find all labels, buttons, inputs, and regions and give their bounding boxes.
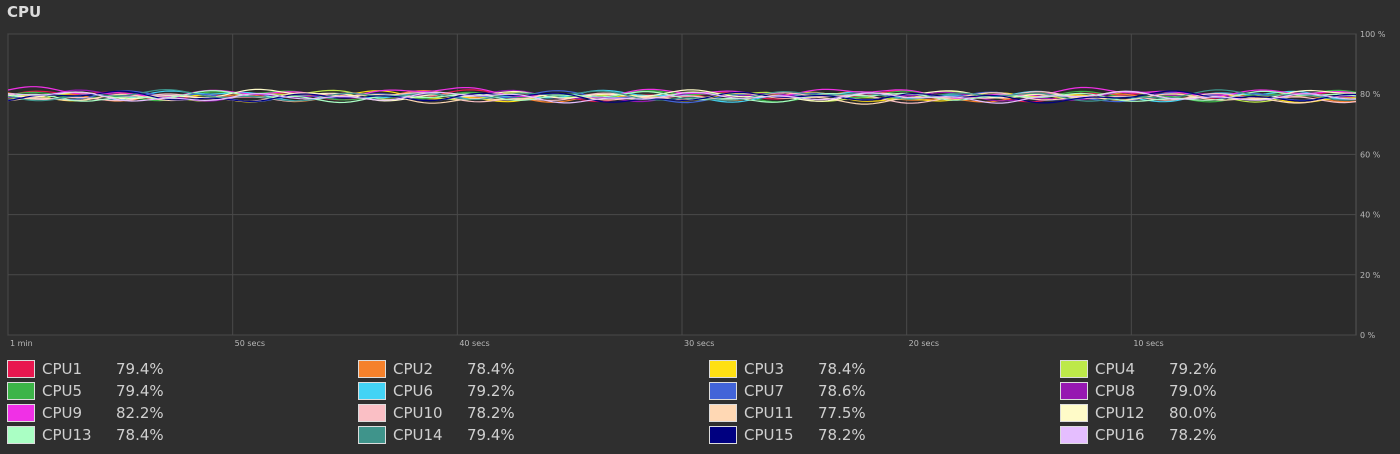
legend-cpu-name: CPU15: [744, 426, 794, 444]
series-line-cpu7: [7, 90, 1357, 104]
legend-cpu-name: CPU5: [42, 382, 83, 400]
legend-cpu-value: 78.2%: [818, 426, 866, 444]
cpu-history-chart: 100 % 80 % 60 % 40 % 20 % 0 % 1 min 50 secs 40 s…: [7, 30, 1386, 348]
legend-item-cpu13[interactable]: CPU13 78.4%: [7, 424, 164, 446]
legend-item-cpu7[interactable]: CPU7 78.6%: [709, 380, 866, 402]
legend-item-cpu9[interactable]: CPU9 82.2%: [7, 402, 164, 424]
color-swatch[interactable]: [358, 404, 386, 422]
y-tick-label: 60 %: [1360, 150, 1381, 159]
x-tick-label: 50 secs: [235, 339, 265, 348]
x-tick-label: 40 secs: [459, 339, 489, 348]
legend-cpu-value: 77.5%: [818, 404, 866, 422]
legend-cpu-name: CPU12: [1095, 404, 1145, 422]
legend-item-cpu8[interactable]: CPU8 79.0%: [1060, 380, 1217, 402]
legend-cpu-value: 78.4%: [818, 360, 866, 378]
legend-cpu-value: 78.4%: [116, 426, 164, 444]
color-swatch[interactable]: [709, 382, 737, 400]
legend-item-cpu14[interactable]: CPU14 79.4%: [358, 424, 515, 446]
legend-cpu-name: CPU7: [744, 382, 785, 400]
x-tick-label: 10 secs: [1133, 339, 1163, 348]
legend-cpu-name: CPU13: [42, 426, 92, 444]
grid-lines: [7, 33, 1356, 336]
color-swatch[interactable]: [1060, 426, 1088, 444]
x-tick-label: 20 secs: [909, 339, 939, 348]
y-tick-label: 100 %: [1360, 30, 1386, 39]
color-swatch[interactable]: [7, 404, 35, 422]
color-swatch[interactable]: [7, 360, 35, 378]
legend-item-cpu3[interactable]: CPU3 78.4%: [709, 358, 866, 380]
y-tick-label: 40 %: [1360, 211, 1381, 220]
legend-cpu-name: CPU8: [1095, 382, 1136, 400]
color-swatch[interactable]: [358, 360, 386, 378]
legend-item-cpu16[interactable]: CPU16 78.2%: [1060, 424, 1217, 446]
color-swatch[interactable]: [7, 426, 35, 444]
legend-item-cpu1[interactable]: CPU1 79.4%: [7, 358, 164, 380]
color-swatch[interactable]: [358, 382, 386, 400]
legend-cpu-name: CPU3: [744, 360, 785, 378]
legend-cpu-value: 82.2%: [116, 404, 164, 422]
legend-cpu-value: 79.4%: [467, 426, 515, 444]
color-swatch[interactable]: [709, 404, 737, 422]
legend-item-cpu12[interactable]: CPU12 80.0%: [1060, 402, 1217, 424]
legend-cpu-value: 78.6%: [818, 382, 866, 400]
legend-item-cpu5[interactable]: CPU5 79.4%: [7, 380, 164, 402]
legend-cpu-name: CPU6: [393, 382, 434, 400]
legend-item-cpu6[interactable]: CPU6 79.2%: [358, 380, 515, 402]
y-tick-label: 20 %: [1360, 271, 1381, 280]
x-tick-label: 30 secs: [684, 339, 714, 348]
series-line-cpu16: [7, 90, 1356, 104]
legend-item-cpu11[interactable]: CPU11 77.5%: [709, 402, 866, 424]
legend-item-cpu15[interactable]: CPU15 78.2%: [709, 424, 866, 446]
color-swatch[interactable]: [1060, 360, 1088, 378]
legend-cpu-value: 79.2%: [1169, 360, 1217, 378]
color-swatch[interactable]: [1060, 404, 1088, 422]
legend-cpu-name: CPU16: [1095, 426, 1145, 444]
legend-cpu-value: 79.4%: [116, 360, 164, 378]
legend-cpu-name: CPU9: [42, 404, 83, 422]
color-swatch[interactable]: [1060, 382, 1088, 400]
legend-cpu-value: 79.2%: [467, 382, 515, 400]
x-tick-label: 1 min: [10, 339, 33, 348]
color-swatch[interactable]: [709, 426, 737, 444]
legend-cpu-value: 79.4%: [116, 382, 164, 400]
panel-title: CPU: [7, 3, 42, 21]
legend-cpu-name: CPU11: [744, 404, 794, 422]
legend-cpu-value: 78.2%: [467, 404, 515, 422]
legend-cpu-name: CPU1: [42, 360, 83, 378]
legend-cpu-value: 78.2%: [1169, 426, 1217, 444]
y-tick-label: 80 %: [1360, 90, 1381, 99]
legend-item-cpu2[interactable]: CPU2 78.4%: [358, 358, 515, 380]
legend-cpu-name: CPU2: [393, 360, 434, 378]
series-line-cpu15: [7, 90, 1357, 104]
legend-cpu-value: 80.0%: [1169, 404, 1217, 422]
series-lines: [7, 86, 1357, 105]
color-swatch[interactable]: [358, 426, 386, 444]
color-swatch[interactable]: [7, 382, 35, 400]
legend-cpu-name: CPU10: [393, 404, 443, 422]
legend-cpu-name: CPU14: [393, 426, 443, 444]
color-swatch[interactable]: [709, 360, 737, 378]
legend: CPU1 79.4% CPU2 78.4% CPU3 78.4% CPU4 79.2% CPU5…: [0, 358, 1400, 450]
legend-cpu-name: CPU4: [1095, 360, 1136, 378]
legend-item-cpu10[interactable]: CPU10 78.2%: [358, 402, 515, 424]
y-tick-label: 0 %: [1360, 331, 1376, 340]
tick-labels: 100 % 80 % 60 % 40 % 20 % 0 % 1 min 50 secs 40 s…: [10, 30, 1386, 348]
legend-cpu-value: 78.4%: [467, 360, 515, 378]
legend-item-cpu4[interactable]: CPU4 79.2%: [1060, 358, 1217, 380]
legend-cpu-value: 79.0%: [1169, 382, 1217, 400]
cpu-chart-svg: 100 % 80 % 60 % 40 % 20 % 0 % 1 min 50 secs 40 s…: [7, 30, 1386, 348]
